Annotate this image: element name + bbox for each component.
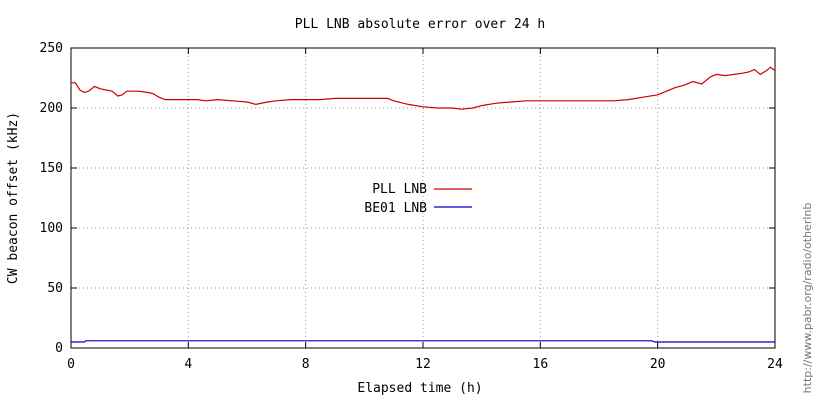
side-url-text: http://www.pabr.org/radio/otherlnb (801, 203, 814, 394)
series-line-be01-lnb (71, 340, 775, 343)
x-tick-label: 24 (767, 357, 783, 372)
y-tick-label: 200 (40, 101, 63, 116)
x-tick-label: 16 (533, 357, 549, 372)
y-tick-label: 100 (40, 221, 63, 236)
y-tick-label: 50 (47, 281, 63, 296)
x-tick-label: 20 (650, 357, 666, 372)
x-axis-label: Elapsed time (h) (357, 381, 482, 396)
series-layer (71, 66, 776, 343)
axes: 0 4 8 12 16 20 24 0 50 100 150 200 250 (40, 41, 783, 372)
x-tick-label: 12 (415, 357, 431, 372)
x-tick-label: 0 (67, 357, 75, 372)
y-tick-label: 150 (40, 161, 63, 176)
y-tick-label: 250 (40, 41, 63, 56)
legend: PLL LNB BE01 LNB (364, 182, 472, 216)
legend-label-be01-lnb: BE01 LNB (364, 201, 427, 216)
grid (71, 48, 775, 348)
x-tick-label: 4 (184, 357, 192, 372)
y-axis-label: CW beacon offset (kHz) (6, 112, 21, 284)
chart-title: PLL LNB absolute error over 24 h (295, 17, 545, 32)
legend-label-pll-lnb: PLL LNB (372, 182, 427, 197)
y-tick-label: 0 (55, 341, 63, 356)
series-line-pll-lnb (71, 66, 776, 110)
x-tick-label: 8 (302, 357, 310, 372)
